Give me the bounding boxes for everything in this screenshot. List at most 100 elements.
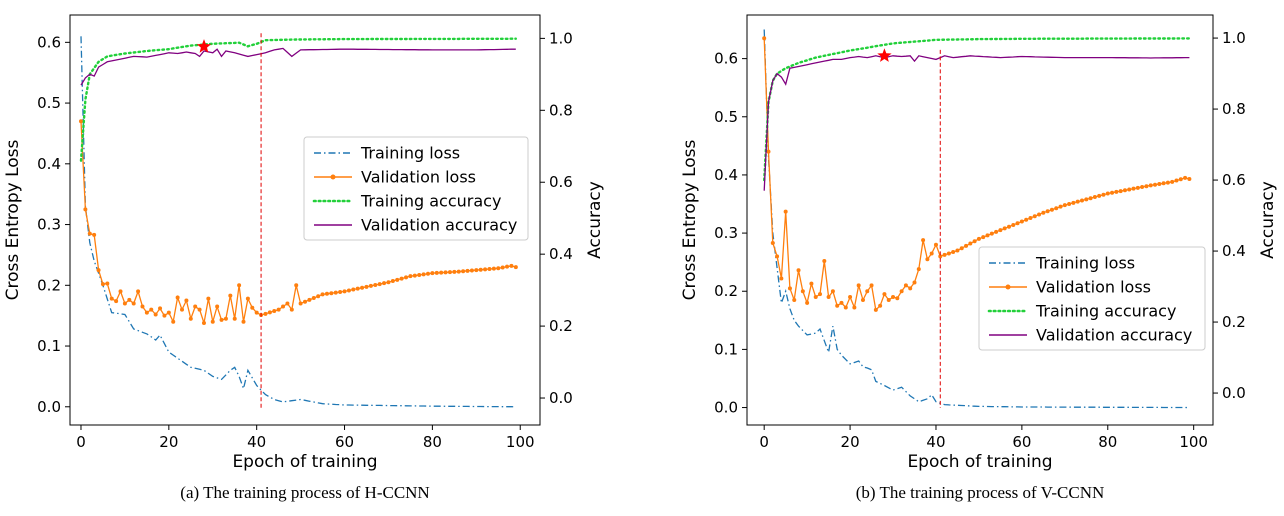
data-point [78,119,83,124]
data-point [1122,188,1127,193]
data-point [972,239,977,244]
data-point [122,301,127,306]
data-point [272,309,277,314]
y-tick-label: 0.6 [37,33,61,51]
data-point [1071,200,1076,205]
data-point [916,267,921,272]
data-point [114,299,119,304]
data-point [496,266,501,271]
data-point [1114,189,1119,194]
data-point [968,241,973,246]
y2-tick-label: 0.0 [1222,384,1246,402]
x-tick-label: 60 [1012,433,1031,451]
data-point [219,317,224,322]
y-axis-right: 0.0 0.2 0.4 0.6 0.8 1.0 [1213,29,1246,402]
data-point [946,251,951,256]
data-point [465,268,470,273]
data-point [355,286,360,291]
data-point [938,254,943,259]
legend-item: Training accuracy [987,302,1176,321]
data-point [1131,186,1136,191]
data-point [491,266,496,271]
legend-item: Validation loss [989,278,1151,297]
data-point [364,284,369,289]
legend-label: Training loss [360,144,460,163]
x-tick-label: 0 [759,433,769,451]
data-point [201,320,206,325]
legend-item: Validation loss [314,168,476,187]
legend: Training loss Validation loss Training acc… [303,136,529,241]
data-point [1032,214,1037,219]
data-point [839,300,844,305]
data-point [912,280,917,285]
data-point [399,276,404,281]
x-tick-label: 60 [335,433,354,451]
data-point [908,286,913,291]
data-point [232,316,237,321]
data-point [307,297,312,302]
data-point [1054,206,1059,211]
data-point [891,295,896,300]
legend-item: Training accuracy [312,192,501,211]
y2-tick-label: 0.2 [1222,313,1246,331]
data-point [166,310,171,315]
y2-tick-label: 0.4 [549,245,573,263]
data-point [1049,207,1054,212]
data-point [254,310,259,315]
data-point [800,289,805,294]
data-point [188,316,193,321]
legend-label: Validation loss [361,168,476,187]
data-point [964,243,969,248]
x-tick-label: 80 [423,433,442,451]
y-axis-right: 0.0 0.2 0.4 0.6 0.8 1.0 [540,29,573,407]
data-point [430,271,435,276]
data-point [175,295,180,300]
y2-tick-label: 0.0 [549,389,573,407]
y-tick-label: 0.4 [714,166,738,184]
data-point [942,252,947,257]
data-point [809,281,814,286]
figure-caption: (b) The training process of V-CCNN [856,483,1105,502]
data-point [382,281,387,286]
data-point [263,311,268,316]
plot-frame [746,14,1214,426]
data-point [513,265,518,270]
x-axis: 0 20 40 60 80 100 [759,425,1208,451]
data-point [83,207,88,212]
data-point [1118,189,1123,194]
data-point [959,246,964,251]
data-point [478,267,483,272]
data-point [443,270,448,275]
data-point [835,303,840,308]
data-point [860,297,865,302]
x-tick-label: 0 [76,433,86,451]
legend-item: Training loss [989,254,1135,273]
data-point [951,249,956,254]
data-point [346,288,351,293]
y2-tick-label: 0.6 [1222,171,1246,189]
series-training-accuracy [763,37,1191,182]
data-point [1101,192,1106,197]
data-point [1157,182,1162,187]
data-point [878,303,883,308]
data-point [267,310,272,315]
data-point [805,300,810,305]
legend-label: Training loss [1035,254,1135,273]
y2-tick-label: 0.2 [549,317,573,335]
data-point [921,238,926,243]
data-point [933,242,938,247]
data-point [848,295,853,300]
y-tick-label: 0.0 [37,398,61,416]
data-point [87,231,92,236]
data-point [1075,199,1080,204]
data-point [1019,219,1024,224]
data-point [1183,175,1188,180]
data-point [1174,178,1179,183]
data-point [144,310,149,315]
legend-box [303,136,529,241]
x-tick-label: 100 [1179,433,1208,451]
data-point [762,36,767,41]
data-point [285,301,290,306]
data-point [311,296,316,301]
